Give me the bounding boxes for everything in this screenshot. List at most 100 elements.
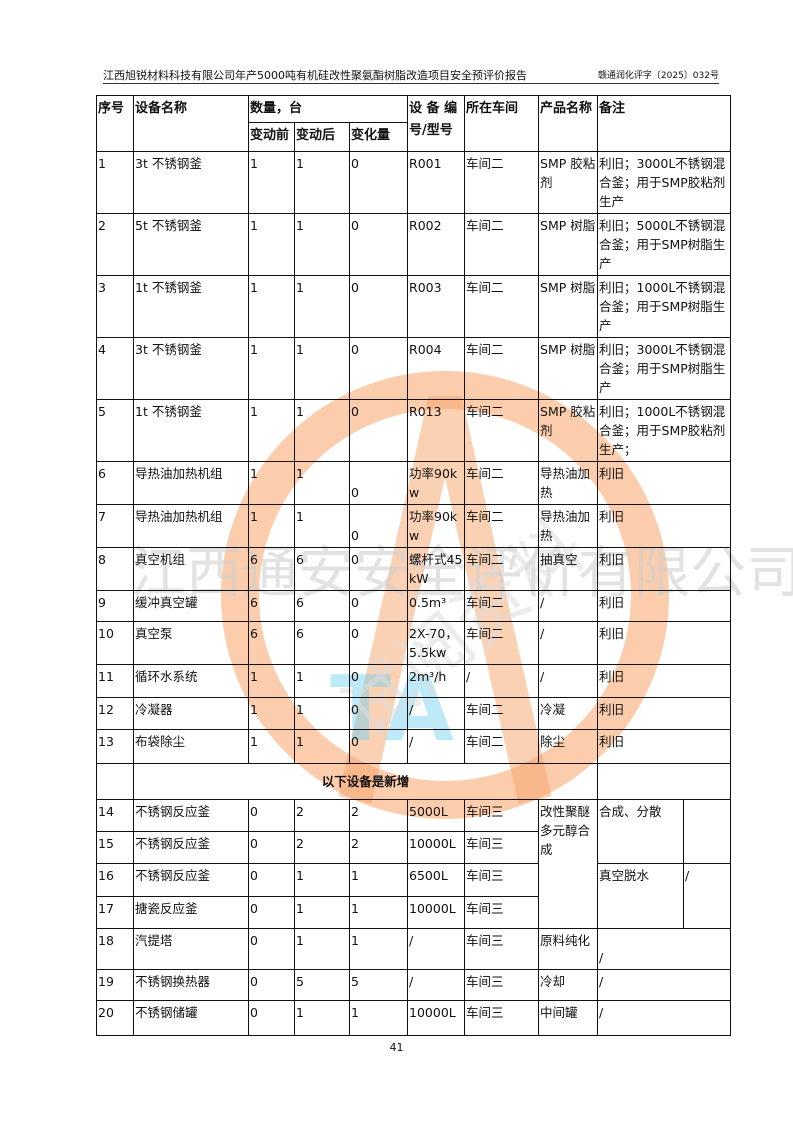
cell-workshop: 车间三 — [464, 863, 540, 897]
cell-change: 5 — [348, 969, 409, 1001]
cell-change: 0 — [348, 213, 409, 276]
cell-after: 1 — [294, 896, 350, 929]
cell-model: 2X-70，5.5kw — [407, 621, 466, 665]
cell-name: 真空机组 — [133, 547, 249, 591]
cell-no: 4 — [96, 337, 134, 400]
table-row: 10 真空泵 6 6 0 2X-70，5.5kw 车间二 / 利旧 — [96, 621, 732, 665]
table-row: 3 1t 不锈钢釜 1 1 0 R003 车间二 SMP 树脂 利旧；1000L不锈钢混合釜；用… — [96, 275, 732, 338]
cell-workshop: 车间二 — [464, 213, 540, 276]
table-row: 5 1t 不锈钢釜 1 1 0 R013 车间二 SMP 胶粘剂 利旧；1000L不锈钢混合釜；… — [96, 399, 732, 462]
cell-product: SMP 树脂 — [538, 275, 599, 338]
cell-model: 功率90kw — [407, 461, 466, 505]
cell-model: 6500L — [407, 863, 466, 897]
cell-before: 1 — [248, 399, 295, 462]
cell-product: 改性聚醚多元醇合成 — [538, 799, 599, 929]
cell-note: 利旧；1000L不锈钢混合釜；用于SMP胶粘剂生产； — [597, 399, 732, 462]
cell-empty — [597, 763, 732, 800]
cell-no: 17 — [96, 896, 134, 929]
cell-workshop: 车间三 — [464, 831, 540, 864]
cell-change: 2 — [348, 831, 409, 864]
cell-no: 7 — [96, 504, 134, 548]
cell-change: 0 — [348, 664, 409, 698]
cell-name: 真空泵 — [133, 621, 249, 665]
cell-no: 12 — [96, 697, 134, 730]
cell-change: 0 — [348, 729, 409, 764]
cell-name: 不锈钢储罐 — [133, 1000, 249, 1036]
equipment-table: 序号 设备名称 数量，台 设 备 编号/型号 所在车间 产品名称 备注 变动前 … — [96, 95, 732, 1036]
cell-no: 8 — [96, 547, 134, 591]
cell-workshop: 车间三 — [464, 928, 540, 970]
cell-model: R003 — [407, 275, 466, 338]
cell-workshop: 车间三 — [464, 969, 540, 1001]
cell-after: 1 — [294, 664, 350, 698]
cell-workshop: 车间二 — [464, 275, 540, 338]
cell-note: 真空脱水 — [597, 863, 685, 929]
header-qty: 数量，台 — [247, 95, 409, 123]
cell-no: 19 — [96, 969, 134, 1001]
cell-note: / — [597, 928, 732, 970]
cell-before: 0 — [248, 799, 295, 832]
cell-model: 螺杆式45kW — [407, 547, 466, 591]
cell-product: SMP 胶粘剂 — [538, 151, 599, 214]
header-name: 设备名称 — [133, 95, 249, 152]
cell-model: R004 — [407, 337, 466, 400]
cell-note: / — [597, 969, 732, 1001]
cell-product: 导热油加热 — [538, 504, 599, 548]
cell-after: 1 — [294, 697, 350, 730]
report-reference: 赣通润化评字〔2025〕032号 — [597, 71, 719, 81]
cell-change: 1 — [348, 1000, 409, 1036]
cell-name: 导热油加热机组 — [133, 461, 249, 505]
cell-workshop: 车间二 — [464, 697, 540, 730]
cell-note-sub: / — [683, 863, 732, 929]
cell-model: / — [407, 928, 466, 970]
header-product: 产品名称 — [538, 95, 599, 152]
cell-after: 1 — [294, 928, 350, 970]
cell-no: 15 — [96, 831, 134, 864]
cell-after: 6 — [294, 621, 350, 665]
cell-model: 10000L — [407, 1000, 466, 1036]
cell-note: / — [597, 1000, 732, 1036]
cell-note: 利旧；1000L不锈钢混合釜；用于SMP树脂生产 — [597, 275, 732, 338]
cell-workshop: 车间二 — [464, 399, 540, 462]
cell-before: 1 — [248, 664, 295, 698]
section-label: 以下设备是新增 — [132, 763, 599, 800]
cell-model: 10000L — [407, 831, 466, 864]
cell-product: 冷却 — [538, 969, 599, 1001]
table-row: 17 搪瓷反应釜 0 1 1 10000L 车间三 — [96, 896, 731, 929]
cell-workshop: 车间三 — [464, 799, 540, 832]
cell-no: 20 — [96, 1000, 134, 1036]
cell-no: 14 — [96, 799, 134, 832]
table-row: 8 真空机组 6 6 0 螺杆式45kW 车间二 抽真空 利旧 — [96, 547, 732, 591]
cell-name: 布袋除尘 — [133, 729, 249, 764]
cell-model: R001 — [407, 151, 466, 214]
cell-no: 1 — [96, 151, 134, 214]
table-row: 7 导热油加热机组 1 1 0 功率90kw 车间二 导热油加热 利旧 — [96, 504, 732, 548]
header-after: 变动后 — [294, 122, 350, 152]
cell-name: 冷凝器 — [133, 697, 249, 730]
cell-note: 利旧 — [597, 547, 732, 591]
cell-workshop: 车间二 — [464, 337, 540, 400]
cell-no: 3 — [96, 275, 134, 338]
cell-model: R013 — [407, 399, 466, 462]
cell-workshop: 车间二 — [464, 729, 540, 764]
cell-change: 0 — [348, 399, 409, 462]
cell-product: / — [538, 621, 599, 665]
cell-workshop: 车间三 — [464, 1000, 540, 1036]
cell-before: 1 — [248, 151, 295, 214]
cell-name: 不锈钢反应釜 — [133, 831, 249, 864]
cell-product: 导热油加热 — [538, 461, 599, 505]
cell-change: 0 — [348, 547, 409, 591]
cell-before: 1 — [248, 337, 295, 400]
cell-name: 3t 不锈钢釜 — [133, 151, 249, 214]
cell-before: 0 — [248, 1000, 295, 1036]
cell-model: R002 — [407, 213, 466, 276]
cell-change: 0 — [348, 504, 409, 548]
table-row: 1 3t 不锈钢釜 1 1 0 R001 车间二 SMP 胶粘剂 利旧；3000L不锈钢混合釜；… — [96, 151, 732, 214]
cell-workshop: 车间二 — [464, 504, 540, 548]
cell-change: 0 — [348, 461, 409, 505]
cell-model: 0.5m³ — [407, 590, 466, 622]
page-number: 41 — [389, 1041, 404, 1054]
table-row: 20 不锈钢储罐 0 1 1 10000L 车间三 中间罐 / — [96, 1000, 732, 1036]
cell-note: 利旧 — [597, 729, 732, 764]
